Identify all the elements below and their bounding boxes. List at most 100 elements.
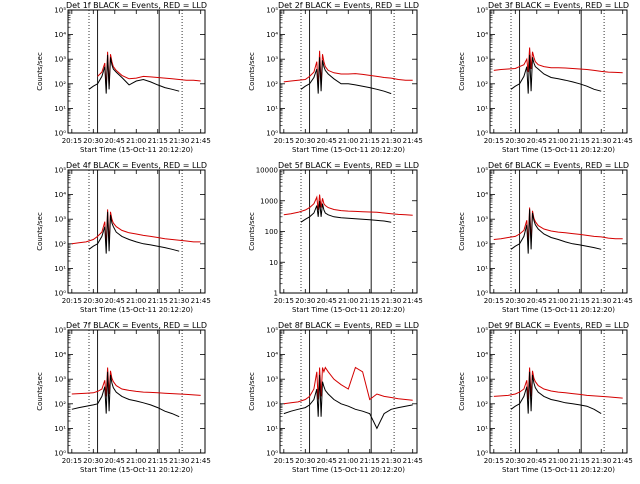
y-tick-label: 10⁰ xyxy=(476,130,488,138)
x-tick-label: 21:45 xyxy=(403,137,423,145)
x-tick-label: 21:00 xyxy=(338,137,358,145)
x-tick-label: 20:15 xyxy=(62,297,82,305)
y-tick-label: 10³ xyxy=(54,216,66,224)
y-tick-label: 10³ xyxy=(54,56,66,64)
y-tick-label: 10² xyxy=(54,400,66,408)
y-tick-label: 10¹ xyxy=(476,105,488,113)
y-tick-label: 10³ xyxy=(476,216,488,224)
y-tick-label: 10⁴ xyxy=(476,31,488,39)
lld-series-line xyxy=(283,194,413,216)
y-tick-label: 10¹ xyxy=(54,265,66,273)
x-tick-label: 21:30 xyxy=(381,137,401,145)
x-tick-label: 21:00 xyxy=(126,297,146,305)
x-tick-label: 20:30 xyxy=(505,137,525,145)
y-tick-label: 10⁴ xyxy=(476,351,488,359)
x-tick-label: 20:45 xyxy=(317,137,337,145)
x-tick-label: 21:15 xyxy=(570,137,590,145)
y-tick-label: 10⁵ xyxy=(266,7,278,15)
y-axis-label: Counts/sec xyxy=(248,52,256,91)
x-axis-label: Start Time (15-Oct-11 20:12:20) xyxy=(80,466,193,474)
x-tick-label: 20:45 xyxy=(527,137,547,145)
y-tick-label: 10² xyxy=(54,240,66,248)
x-tick-label: 21:00 xyxy=(548,457,568,465)
y-tick-label: 10⁰ xyxy=(54,450,66,458)
y-tick-label: 10⁴ xyxy=(54,351,66,359)
y-tick-label: 10⁰ xyxy=(54,130,66,138)
panel-title: Det 6f BLACK = Events, RED = LLD xyxy=(488,161,629,170)
y-tick-label: 10⁰ xyxy=(266,450,278,458)
y-tick-label: 10⁴ xyxy=(266,351,278,359)
panel-title: Det 2f BLACK = Events, RED = LLD xyxy=(278,1,419,10)
y-tick-label: 1000 xyxy=(260,197,278,205)
x-tick-label: 21:30 xyxy=(169,297,189,305)
y-tick-label: 10¹ xyxy=(266,425,278,433)
lld-series-line xyxy=(493,207,623,244)
x-tick-label: 20:15 xyxy=(484,297,504,305)
x-tick-label: 21:45 xyxy=(403,297,423,305)
plot-frame xyxy=(279,169,418,294)
x-tick-label: 21:45 xyxy=(613,457,633,465)
events-series-line xyxy=(300,200,392,223)
x-tick-label: 21:45 xyxy=(403,457,423,465)
events-series-line xyxy=(510,209,602,254)
x-tick-label: 20:15 xyxy=(62,137,82,145)
plot-frame xyxy=(489,169,628,294)
x-tick-label: 20:30 xyxy=(295,137,315,145)
x-tick-label: 20:45 xyxy=(105,457,125,465)
x-tick-label: 21:00 xyxy=(338,457,358,465)
plot-frame xyxy=(67,9,206,134)
y-axis-label: Counts/sec xyxy=(36,372,44,411)
events-series-line xyxy=(71,371,180,418)
y-tick-label: 10⁰ xyxy=(476,290,488,298)
x-axis-label: Start Time (15-Oct-11 20:12:20) xyxy=(80,306,193,314)
panel-title: Det 3f BLACK = Events, RED = LLD xyxy=(488,1,629,10)
y-tick-label: 10² xyxy=(54,80,66,88)
x-tick-label: 21:15 xyxy=(360,457,380,465)
panel-title: Det 5f BLACK = Events, RED = LLD xyxy=(278,161,419,170)
y-axis-label: Counts/sec xyxy=(248,372,256,411)
x-tick-label: 21:15 xyxy=(148,297,168,305)
y-axis-label: Counts/sec xyxy=(458,372,466,411)
x-tick-label: 21:30 xyxy=(169,137,189,145)
x-axis-label: Start Time (15-Oct-11 20:12:20) xyxy=(80,146,193,154)
y-tick-label: 10⁰ xyxy=(266,130,278,138)
events-series-line xyxy=(510,54,602,94)
y-tick-label: 1 xyxy=(274,290,278,298)
y-tick-label: 100 xyxy=(265,228,278,236)
x-tick-label: 20:30 xyxy=(295,297,315,305)
y-tick-label: 10³ xyxy=(54,376,66,384)
y-tick-label: 10¹ xyxy=(476,425,488,433)
x-tick-label: 21:15 xyxy=(360,297,380,305)
y-tick-label: 10000 xyxy=(256,167,278,175)
y-tick-label: 10³ xyxy=(266,56,278,64)
events-series-line xyxy=(283,374,413,430)
x-axis-label: Start Time (15-Oct-11 20:12:20) xyxy=(502,146,615,154)
x-tick-label: 20:30 xyxy=(295,457,315,465)
x-axis-label: Start Time (15-Oct-11 20:12:20) xyxy=(292,466,405,474)
y-tick-label: 10² xyxy=(476,400,488,408)
plot-frame xyxy=(279,329,418,454)
y-axis-label: Counts/sec xyxy=(36,52,44,91)
panel-title: Det 1f BLACK = Events, RED = LLD xyxy=(66,1,207,10)
x-tick-label: 20:45 xyxy=(105,137,125,145)
y-tick-label: 10⁵ xyxy=(54,7,66,15)
y-axis-label: Counts/sec xyxy=(458,212,466,251)
events-series-line xyxy=(88,211,180,254)
y-tick-label: 10⁵ xyxy=(476,327,488,335)
y-tick-label: 10⁵ xyxy=(54,167,66,175)
plot-frame xyxy=(67,169,206,294)
x-tick-label: 21:15 xyxy=(360,137,380,145)
x-tick-label: 20:15 xyxy=(274,297,294,305)
lld-series-line xyxy=(71,209,201,247)
x-tick-label: 21:15 xyxy=(570,297,590,305)
x-axis-label: Start Time (15-Oct-11 20:12:20) xyxy=(502,466,615,474)
x-tick-label: 20:45 xyxy=(317,297,337,305)
x-axis-label: Start Time (15-Oct-11 20:12:20) xyxy=(292,146,405,154)
x-tick-label: 21:15 xyxy=(570,457,590,465)
y-tick-label: 10¹ xyxy=(54,105,66,113)
